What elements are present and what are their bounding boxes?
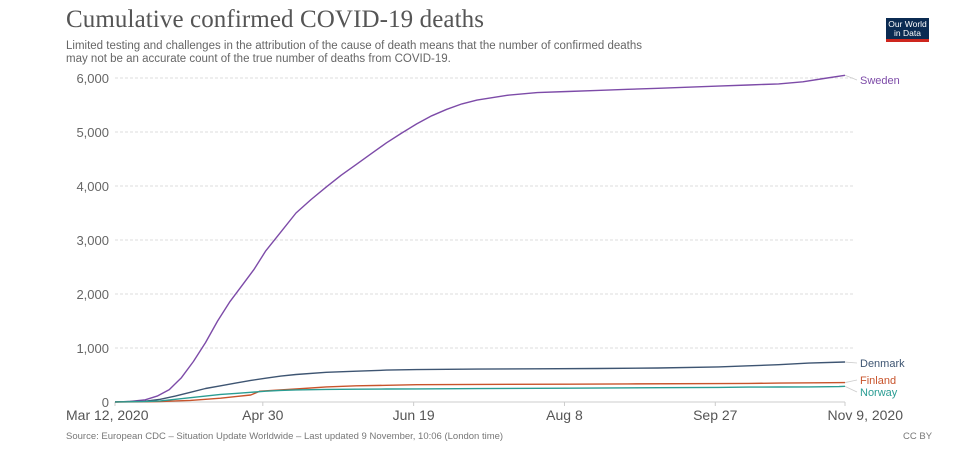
label-connector (844, 74, 858, 81)
x-tick-label: Jun 19 (393, 407, 435, 423)
axis-layer: 0 1,000 2,000 3,000 4,000 5,000 6,000 Mar 12, 2… (66, 71, 903, 423)
y-tick-label: 5,000 (76, 125, 109, 140)
chart-title: Cumulative confirmed COVID-19 deaths (66, 6, 485, 33)
x-tick-label: Sep 27 (693, 407, 738, 423)
label-connector (844, 361, 858, 364)
subtitle-line-2: may not be an accurate count of the true… (66, 53, 451, 65)
chart-subtitle: Limited testing and challenges in the at… (66, 40, 866, 66)
series-label-denmark: Denmark (860, 358, 905, 370)
series-line-denmark (114, 361, 846, 403)
series-label-sweden: Sweden (860, 75, 900, 87)
y-tick-label: 2,000 (76, 287, 109, 302)
x-tick-label: Mar 12, 2020 (66, 407, 149, 423)
y-tick-label: 1,000 (76, 341, 109, 356)
series-label-norway: Norway (860, 387, 898, 399)
y-tick-label: 0 (102, 395, 109, 410)
label-connector (844, 379, 858, 383)
x-tick-label: Nov 9, 2020 (828, 407, 904, 423)
series-label-finland: Finland (860, 375, 896, 387)
y-tick-label: 4,000 (76, 179, 109, 194)
x-tick-label: Aug 8 (546, 407, 583, 423)
logo-line-2: in Data (894, 28, 921, 38)
series-layer (114, 74, 846, 403)
grid-layer (115, 77, 855, 349)
label-connector (844, 385, 858, 393)
series-line-sweden (114, 74, 846, 403)
source-note[interactable]: Source: European CDC – Situation Update … (66, 431, 504, 442)
y-tick-label: 3,000 (76, 233, 109, 248)
license-link[interactable]: CC BY (903, 431, 933, 442)
logo-line-1: Our World (888, 19, 927, 29)
y-tick-label: 6,000 (76, 71, 109, 86)
series-line-finland (114, 381, 846, 403)
series-line-norway (114, 385, 846, 403)
subtitle-line-1: Limited testing and challenges in the at… (66, 40, 642, 52)
owid-logo[interactable]: Our World in Data (886, 18, 929, 42)
x-tick-label: Apr 30 (242, 407, 283, 423)
